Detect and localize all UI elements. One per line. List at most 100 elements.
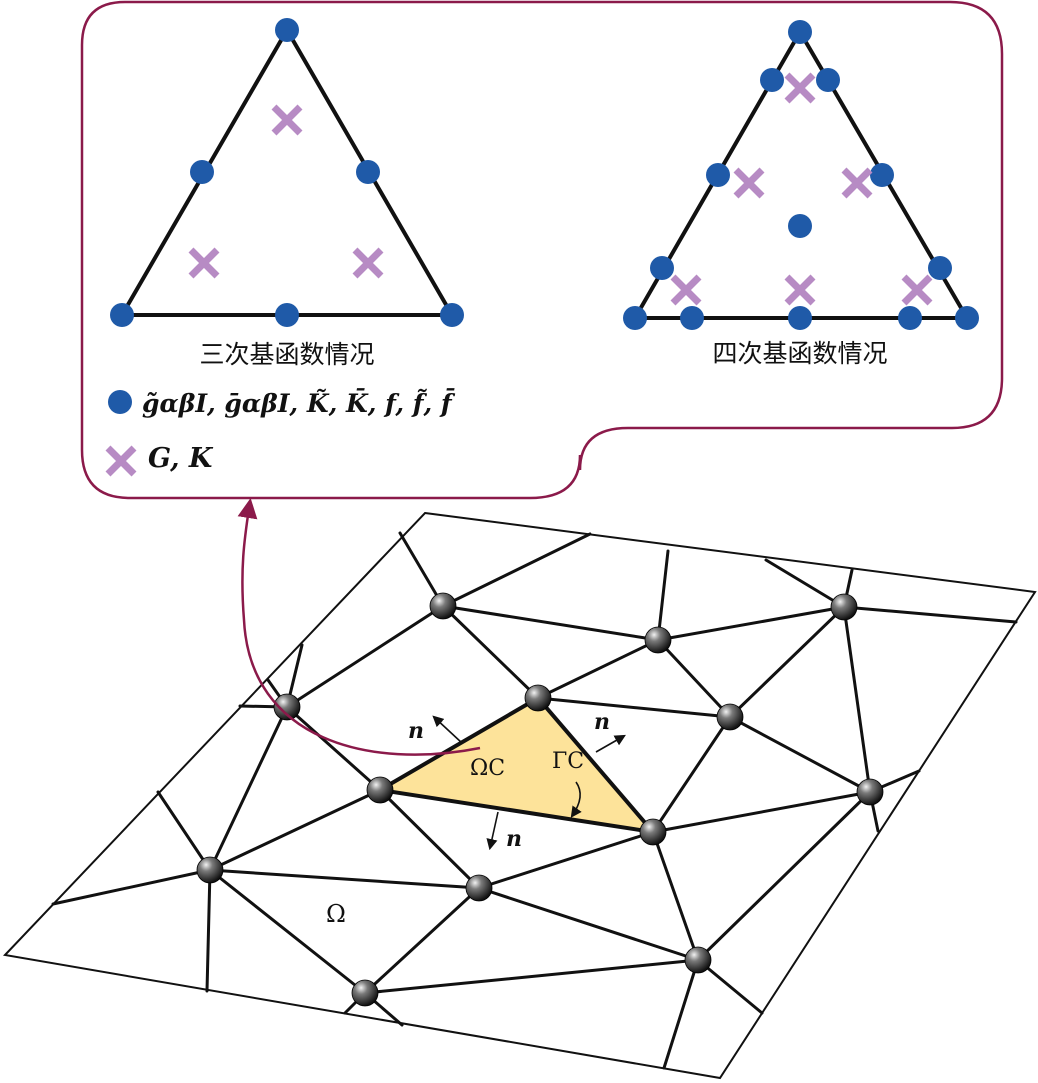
quad-cross-icon bbox=[901, 274, 933, 306]
quad-cross-icon bbox=[352, 247, 384, 279]
cubic-element: 三次基函数情况 bbox=[110, 18, 464, 369]
cubic-triangle bbox=[118, 26, 456, 317]
node-dot bbox=[760, 68, 784, 92]
quad-cross-icon bbox=[271, 104, 303, 136]
quartic-triangle bbox=[631, 28, 971, 320]
blue-dot-icon bbox=[108, 390, 132, 414]
mesh-node bbox=[684, 946, 712, 974]
mesh-edge bbox=[208, 868, 481, 890]
cross-icon bbox=[105, 445, 137, 477]
mesh-node bbox=[429, 592, 457, 620]
mesh-edge bbox=[477, 830, 655, 890]
node-dot bbox=[898, 306, 922, 330]
domain-boundary bbox=[2, 511, 1037, 1080]
node-dot bbox=[190, 160, 214, 184]
mesh-node bbox=[196, 856, 224, 884]
mesh-node bbox=[856, 778, 884, 806]
node-dot bbox=[650, 256, 674, 280]
mesh-edge bbox=[205, 868, 212, 993]
mesh-edge bbox=[696, 958, 764, 1015]
node-dot bbox=[706, 163, 730, 187]
quartic-element: 四次基函数情况 bbox=[623, 20, 979, 368]
mesh-edge bbox=[208, 788, 382, 872]
boundary-pointer bbox=[570, 781, 582, 818]
mesh-edge bbox=[398, 531, 445, 608]
node-dot bbox=[788, 20, 812, 44]
cubic-node-dots bbox=[110, 18, 464, 327]
cubic-quad-crosses bbox=[188, 104, 384, 279]
highlighted-cell-outline bbox=[374, 695, 659, 835]
node-dot bbox=[928, 256, 952, 280]
node-dot bbox=[356, 160, 380, 184]
mesh-edge bbox=[363, 958, 700, 995]
mesh-node bbox=[351, 979, 379, 1007]
mesh-edge bbox=[208, 705, 289, 872]
quartic-node-dots bbox=[623, 20, 979, 330]
mesh-edge bbox=[156, 790, 212, 872]
mesh-edge bbox=[696, 790, 872, 962]
quad-cross-icon bbox=[784, 72, 816, 104]
quad-cross-icon bbox=[841, 167, 873, 199]
mesh-edge bbox=[441, 604, 540, 700]
normal-vectors bbox=[432, 715, 626, 851]
mesh: n n n ΩC ΓC Ω bbox=[2, 511, 1037, 1080]
mesh-edge bbox=[477, 886, 700, 962]
cubic-caption: 三次基函数情况 bbox=[199, 340, 374, 369]
mesh-edge bbox=[285, 705, 382, 792]
mesh-edge bbox=[842, 605, 872, 794]
mesh-edge bbox=[764, 558, 846, 609]
quad-cross-icon bbox=[733, 167, 765, 199]
normal-label-right: n bbox=[594, 709, 610, 735]
mesh-edge bbox=[651, 830, 700, 962]
mesh-edge bbox=[536, 638, 660, 700]
domain-label: Ω bbox=[326, 900, 346, 928]
normal-arrow-left bbox=[432, 715, 463, 744]
mesh-edge bbox=[441, 532, 592, 608]
mesh-edge bbox=[441, 604, 660, 642]
mesh-edge bbox=[662, 958, 700, 1070]
node-dot bbox=[870, 163, 894, 187]
legend-dot-label: g̃αβI, ḡαβI, K̃, K̄, f, f̃, f̄ bbox=[142, 388, 456, 418]
mesh-nodes bbox=[196, 592, 884, 1007]
normal-arrow-right bbox=[595, 734, 626, 753]
mesh-edge bbox=[378, 788, 481, 890]
mesh-edge bbox=[842, 605, 1018, 624]
node-dot bbox=[788, 306, 812, 330]
mesh-node bbox=[273, 693, 301, 721]
node-dot bbox=[623, 306, 647, 330]
mesh-edge bbox=[536, 696, 732, 719]
mesh-node bbox=[644, 626, 672, 654]
quartic-caption: 四次基函数情况 bbox=[712, 339, 887, 368]
node-dot bbox=[275, 18, 299, 42]
mesh-edge bbox=[656, 605, 846, 642]
quad-cross-icon bbox=[188, 247, 220, 279]
node-dot bbox=[440, 303, 464, 327]
quartic-quad-crosses bbox=[670, 72, 933, 306]
node-dot bbox=[110, 303, 134, 327]
node-dot bbox=[788, 214, 812, 238]
mesh-edge bbox=[651, 790, 872, 834]
mesh-node bbox=[716, 703, 744, 731]
connector-arrow bbox=[237, 498, 481, 756]
inset-panel: 三次基函数情况 bbox=[80, 0, 1004, 500]
mesh-edge bbox=[208, 868, 367, 995]
boundary-label: ΓC bbox=[552, 749, 584, 774]
inset-frame bbox=[80, 0, 1004, 500]
quad-cross-icon bbox=[670, 274, 702, 306]
mesh-edge bbox=[285, 604, 445, 709]
normal-arrow-bottom bbox=[486, 811, 499, 851]
normal-label-bottom: n bbox=[506, 826, 522, 852]
node-dot bbox=[680, 306, 704, 330]
mesh-edge bbox=[51, 868, 212, 906]
mesh-node bbox=[465, 874, 493, 902]
mesh-edge bbox=[656, 638, 732, 719]
mesh-node bbox=[639, 818, 667, 846]
node-dot bbox=[955, 306, 979, 330]
mesh-edge bbox=[363, 886, 481, 995]
node-dot bbox=[275, 303, 299, 327]
mesh-edge bbox=[728, 605, 846, 719]
legend-cross-label: G, K bbox=[148, 443, 214, 474]
cell-label: ΩC bbox=[470, 756, 505, 781]
mesh-edge bbox=[651, 715, 732, 834]
